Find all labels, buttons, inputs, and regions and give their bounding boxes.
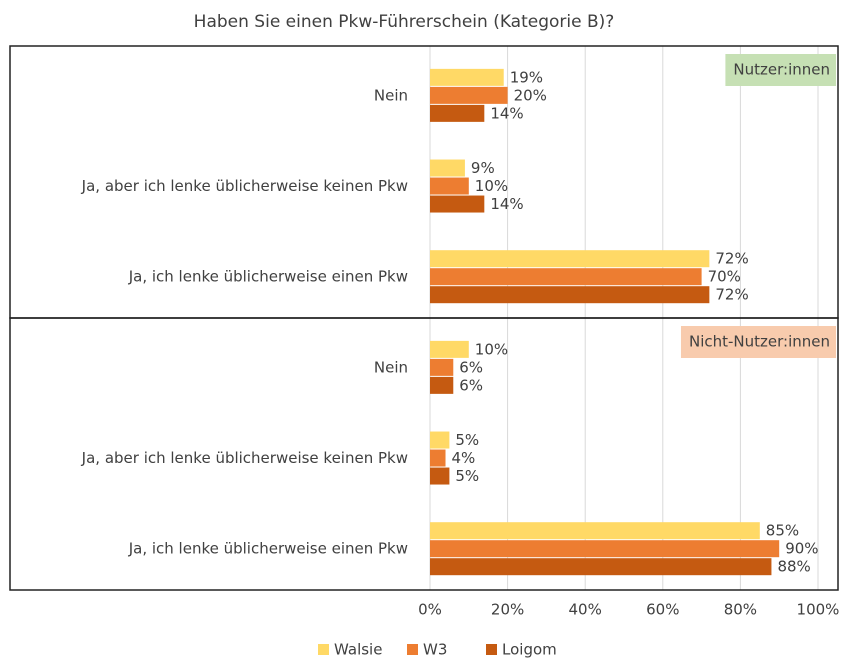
panel-label-bg xyxy=(725,54,836,86)
x-tick-label: 60% xyxy=(646,601,679,619)
bar xyxy=(430,358,454,376)
bar xyxy=(430,522,760,540)
data-label: 88% xyxy=(777,558,810,576)
data-label: 6% xyxy=(459,376,483,394)
bar xyxy=(430,431,450,449)
y-tick-label: Nein xyxy=(374,358,408,376)
data-label: 85% xyxy=(766,522,799,540)
bar xyxy=(430,86,508,104)
data-label: 14% xyxy=(490,195,523,213)
y-tick-label: Ja, aber ich lenke üblicherweise keinen … xyxy=(81,177,408,195)
bar xyxy=(430,68,504,86)
x-tick-label: 100% xyxy=(797,601,840,619)
bar xyxy=(430,467,450,485)
x-tick-label: 80% xyxy=(724,601,757,619)
x-tick-label: 20% xyxy=(491,601,524,619)
x-tick-label: 0% xyxy=(418,601,442,619)
legend-label: W3 xyxy=(423,641,447,659)
data-label: 6% xyxy=(459,358,483,376)
panel-label: Nicht-Nutzer:innen xyxy=(689,333,830,351)
panel-frame xyxy=(9,317,839,591)
y-tick-label: Ja, ich lenke üblicherweise einen Pkw xyxy=(128,268,408,286)
legend-label: Walsie xyxy=(334,641,382,659)
panel-label: Nutzer:innen xyxy=(733,61,830,79)
data-label: 72% xyxy=(715,250,748,268)
bar xyxy=(430,286,710,304)
legend-swatch xyxy=(486,644,497,655)
data-label: 10% xyxy=(475,177,508,195)
bar xyxy=(430,540,780,558)
bar xyxy=(430,449,446,467)
data-label: 19% xyxy=(510,68,543,86)
data-label: 5% xyxy=(455,467,479,485)
data-label: 90% xyxy=(785,540,818,558)
legend-swatch xyxy=(407,644,418,655)
y-tick-label: Ja, ich lenke üblicherweise einen Pkw xyxy=(128,540,408,558)
bar xyxy=(430,159,465,177)
x-tick-label: 40% xyxy=(569,601,602,619)
legend-swatch xyxy=(318,644,329,655)
data-label: 9% xyxy=(471,159,495,177)
bar xyxy=(430,250,710,268)
data-label: 72% xyxy=(715,286,748,304)
y-tick-label: Nein xyxy=(374,86,408,104)
data-label: 4% xyxy=(452,449,476,467)
panel-label-bg xyxy=(680,326,836,358)
bar xyxy=(430,558,772,576)
bar xyxy=(430,177,469,195)
chart-title: Haben Sie einen Pkw-Führerschein (Katego… xyxy=(194,12,615,32)
bar xyxy=(430,268,702,286)
bar xyxy=(430,104,485,122)
bar xyxy=(430,340,469,358)
bar xyxy=(430,376,454,394)
y-tick-label: Ja, aber ich lenke üblicherweise keinen … xyxy=(81,449,408,467)
data-label: 10% xyxy=(475,340,508,358)
data-label: 70% xyxy=(708,268,741,286)
bar xyxy=(430,195,485,213)
data-label: 5% xyxy=(455,431,479,449)
legend-label: Loigom xyxy=(502,641,557,659)
data-label: 14% xyxy=(490,104,523,122)
data-label: 20% xyxy=(514,86,547,104)
